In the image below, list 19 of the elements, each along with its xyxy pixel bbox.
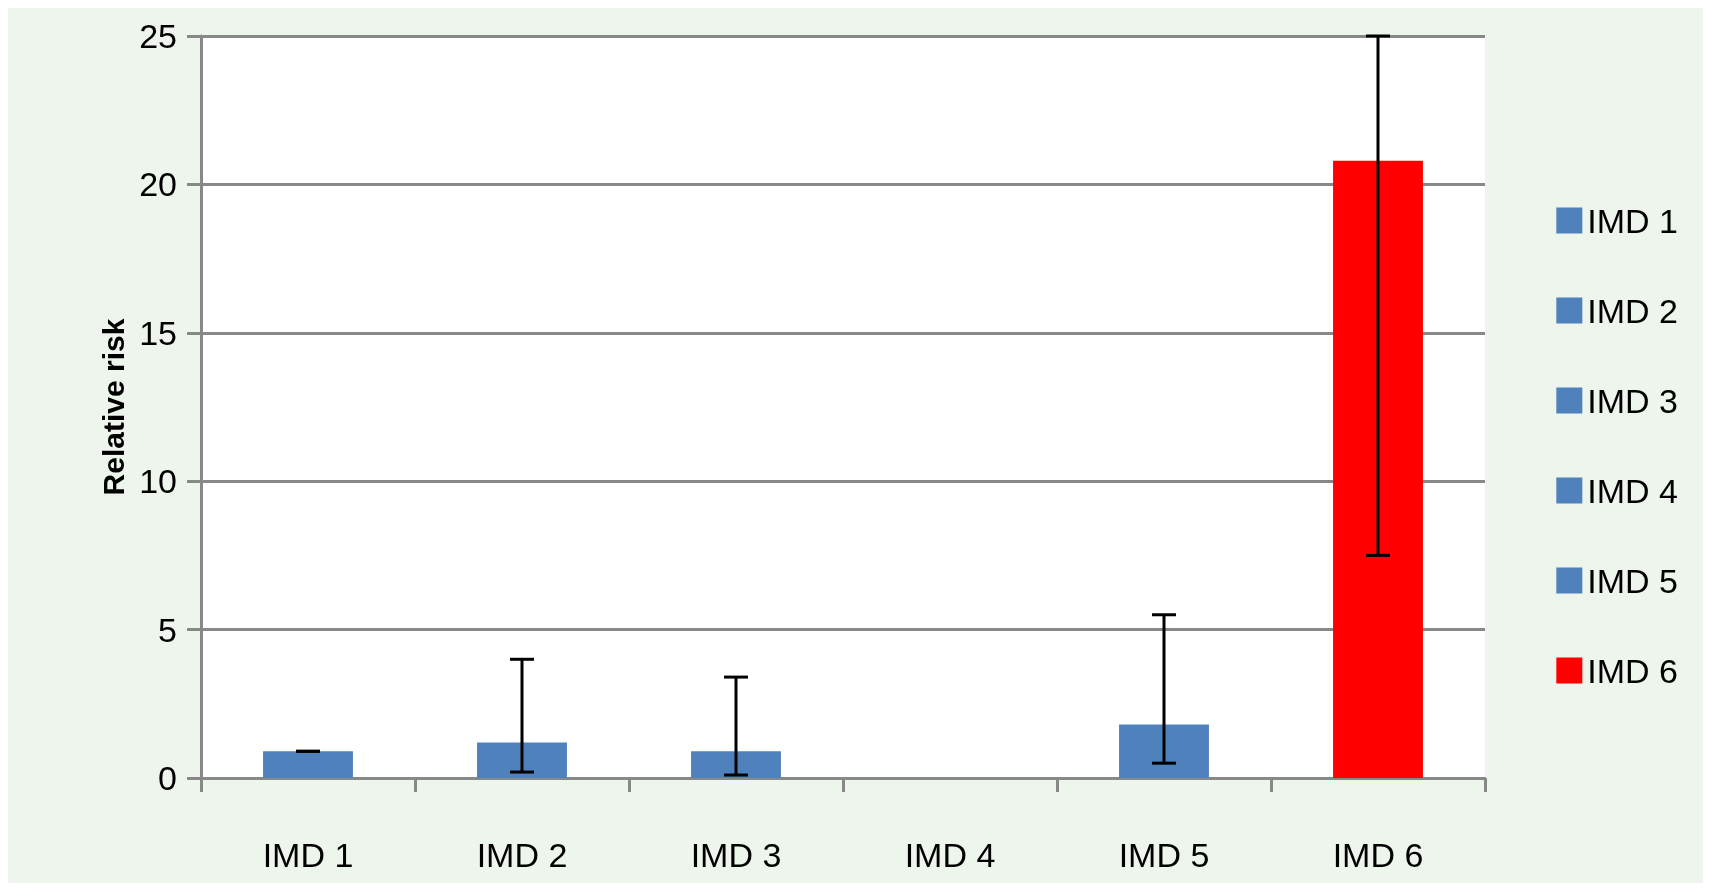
y-tick-label: 15 bbox=[139, 313, 177, 352]
x-tick-label: IMD 5 bbox=[1118, 836, 1210, 874]
y-tick-label: 10 bbox=[139, 462, 177, 501]
x-tick-label: IMD 1 bbox=[262, 836, 354, 874]
legend-label: IMD 2 bbox=[1587, 291, 1679, 330]
y-tick-label: 0 bbox=[158, 759, 177, 797]
x-tick-label: IMD 2 bbox=[476, 836, 568, 874]
x-tick-label: IMD 4 bbox=[904, 836, 996, 874]
x-tick-label: IMD 3 bbox=[690, 836, 782, 874]
y-tick-label: 5 bbox=[158, 610, 177, 649]
y-tick-label: 25 bbox=[139, 17, 177, 55]
y-tick-label: 20 bbox=[139, 165, 177, 204]
legend-label: IMD 6 bbox=[1587, 651, 1679, 690]
y-axis-title: Relative risk bbox=[96, 318, 130, 496]
x-tick-label: IMD 6 bbox=[1332, 836, 1424, 874]
legend-label: IMD 5 bbox=[1587, 561, 1679, 600]
legend-label: IMD 1 bbox=[1587, 201, 1679, 240]
legend-label: IMD 4 bbox=[1587, 471, 1679, 510]
legend-label: IMD 3 bbox=[1587, 381, 1679, 420]
